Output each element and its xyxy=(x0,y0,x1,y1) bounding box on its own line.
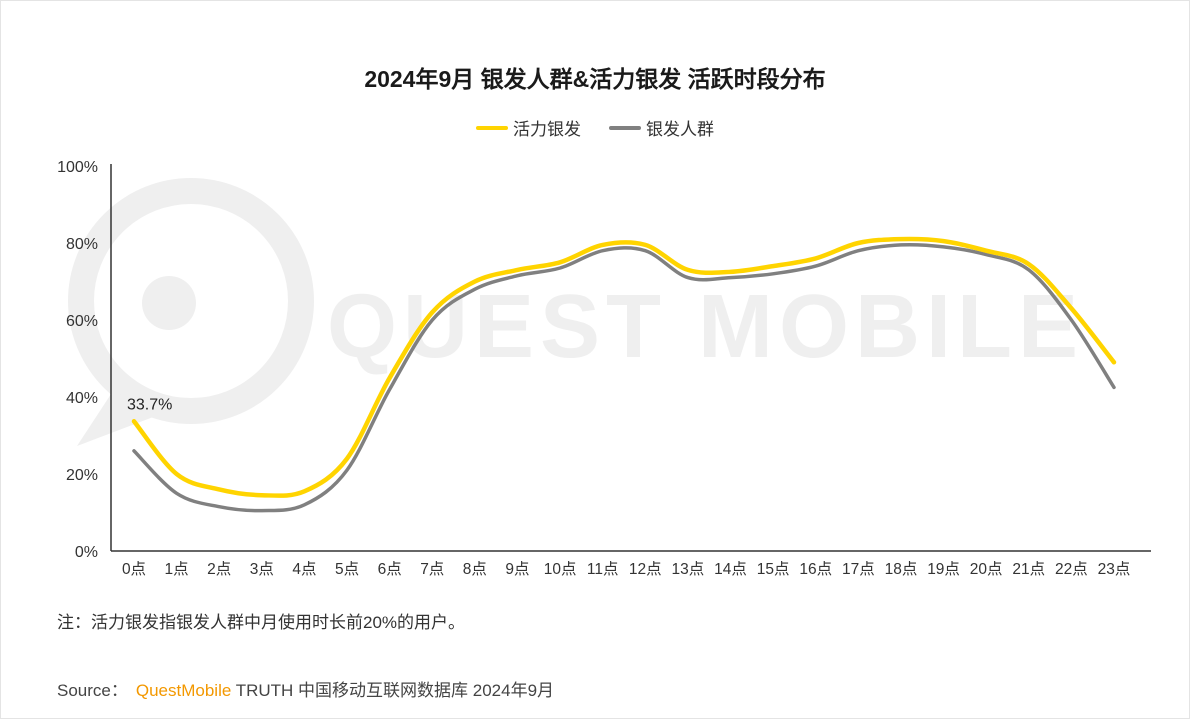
watermark-logo-tail xyxy=(77,391,161,446)
series-line-2 xyxy=(132,242,1116,513)
x-tick-label: 2点 xyxy=(207,560,231,578)
watermark-logo-dot xyxy=(142,276,196,330)
x-tick-label: 7点 xyxy=(420,560,444,578)
x-tick-label: 16点 xyxy=(799,560,832,578)
x-tick-label: 12点 xyxy=(629,560,662,578)
source-brand: QuestMobile xyxy=(135,681,232,700)
data-label: 33.7% xyxy=(127,396,172,413)
y-tick-label: 100% xyxy=(57,159,98,176)
legend-label: 活力银发 xyxy=(513,120,581,139)
x-tick-label: 21点 xyxy=(1012,560,1045,578)
legend-item-1: 活力银发 xyxy=(476,115,581,140)
x-tick-label: 17点 xyxy=(842,560,875,578)
x-tick-label: 4点 xyxy=(292,560,316,578)
x-tick-label: 5点 xyxy=(335,560,359,578)
y-tick-label: 0% xyxy=(75,544,98,561)
x-tick-label: 11点 xyxy=(587,560,619,578)
x-tick-label: 14点 xyxy=(714,560,747,578)
x-tick-label: 23点 xyxy=(1098,560,1131,578)
source-line: Source： QuestMobile TRUTH 中国移动互联网数据库 2024… xyxy=(57,676,554,701)
x-tick-label: 19点 xyxy=(927,560,960,578)
x-tick-label: 6点 xyxy=(378,560,402,578)
y-tick-label: 40% xyxy=(66,390,98,407)
legend-swatch xyxy=(609,125,641,130)
y-tick-label: 80% xyxy=(66,236,98,253)
x-tick-label: 22点 xyxy=(1055,560,1088,578)
footnote: 注：活力银发指银发人群中月使用时长前20%的用户。 xyxy=(57,613,466,632)
watermark-logo-ring xyxy=(68,178,314,424)
source-rest: TRUTH 中国移动互联网数据库 2024年9月 xyxy=(231,681,555,700)
line-chart: QUEST MOBILE 100% 80% 60% 40% 20% 0% 0点 1点 2点 3点 4点… xyxy=(57,159,1151,578)
x-tick-label: 9点 xyxy=(505,560,529,578)
x-tick-label: 15点 xyxy=(757,560,790,578)
chart-area: QUEST MOBILE 100% 80% 60% 40% 20% 0% 0点 1点 2点 3点 4点… xyxy=(1,151,1189,591)
legend-swatch xyxy=(476,125,508,130)
x-tick-label: 1点 xyxy=(165,560,189,578)
axes: 100% 80% 60% 40% 20% 0% 0点 1点 2点 3点 4点 5点 6点 7点 8点 9点 10… xyxy=(57,159,1151,578)
chart-title: 2024年9月 银发人群&活力银发 活跃时段分布 xyxy=(364,66,826,92)
chart-legend: 活力银发 银发人群 xyxy=(1,115,1189,140)
x-tick-label: 13点 xyxy=(672,560,705,578)
watermark: QUEST MOBILE xyxy=(68,178,1084,446)
x-tick-label: 8点 xyxy=(463,560,487,578)
y-tick-label: 60% xyxy=(66,313,98,330)
legend-item-2: 银发人群 xyxy=(609,115,714,140)
source-label: Source： xyxy=(57,681,128,700)
x-tick-label: 20点 xyxy=(970,560,1003,578)
series-line-1 xyxy=(131,236,1117,498)
x-tick-label: 10点 xyxy=(544,560,577,578)
x-tick-label: 0点 xyxy=(122,560,146,578)
watermark-text: QUEST MOBILE xyxy=(327,277,1084,377)
legend-label: 银发人群 xyxy=(646,120,714,139)
x-tick-label: 3点 xyxy=(250,560,274,578)
y-tick-label: 20% xyxy=(66,467,98,484)
x-tick-label: 18点 xyxy=(885,560,918,578)
